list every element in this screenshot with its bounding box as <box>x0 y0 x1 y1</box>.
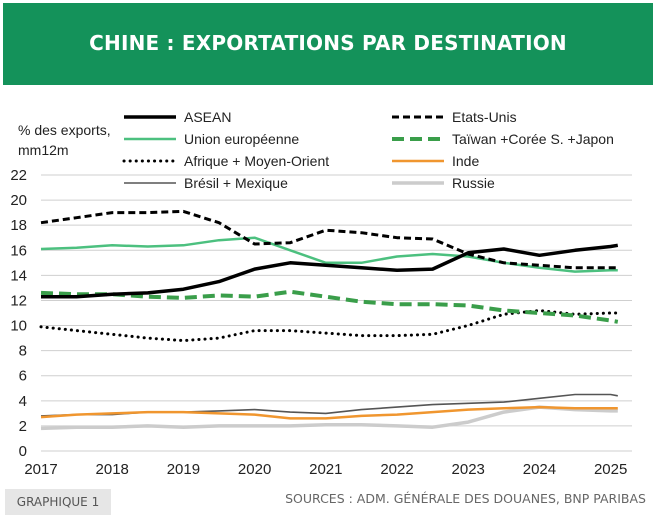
series-line-asean <box>41 243 619 299</box>
y-tick-4: 4 <box>19 393 27 410</box>
series-line-etats-unis <box>40 209 618 270</box>
y-tick-12: 12 <box>10 292 27 309</box>
x-tick-2021: 2021 <box>309 461 342 478</box>
x-tick-2019: 2019 <box>167 461 200 478</box>
y-tick-2: 2 <box>19 418 27 435</box>
legend-label-5: Inde <box>452 153 479 169</box>
y-tick-22: 22 <box>10 167 27 184</box>
legend-label-6: Brésil + Mexique <box>184 175 288 191</box>
x-tick-2023: 2023 <box>452 461 485 478</box>
y-tick-6: 6 <box>19 368 27 385</box>
x-tick-2024: 2024 <box>523 461 556 478</box>
y-axis-label-line-2: mm12m <box>18 142 69 158</box>
y-tick-0: 0 <box>19 443 27 460</box>
legend-label-2: Union européenne <box>184 131 299 147</box>
grid-lines <box>41 174 632 452</box>
y-tick-20: 20 <box>10 192 27 209</box>
chart-title: CHINE : EXPORTATIONS PAR DESTINATION <box>89 31 567 55</box>
y-tick-14: 14 <box>10 267 27 284</box>
legend-label-7: Russie <box>452 175 495 191</box>
y-tick-8: 8 <box>19 343 27 360</box>
series-line-inde <box>40 405 618 420</box>
x-tick-2018: 2018 <box>96 461 129 478</box>
graphic-badge: GRAPHIQUE 1 <box>5 489 111 515</box>
series-line-ta-wan-cor-e-s-japon <box>40 289 619 324</box>
x-tick-2017: 2017 <box>24 461 57 478</box>
y-axis-label-line-1: % des exports, <box>18 122 111 138</box>
y-tick-labels: 0 2 4 6 8 10 12 14 16 18 20 22 <box>10 167 27 460</box>
y-tick-16: 16 <box>10 242 27 259</box>
x-tick-2025: 2025 <box>594 461 627 478</box>
series-lines <box>39 209 620 431</box>
x-tick-labels: 2017 2018 2019 2020 2021 2022 2023 2024 2025 <box>24 461 627 478</box>
header-banner: CHINE : EXPORTATIONS PAR DESTINATION <box>3 3 653 85</box>
legend: ASEAN Etats-Unis Union européenne Taïwan +C… <box>122 109 614 191</box>
series-line-union-europ-enne <box>40 236 618 273</box>
legend-label-3: Taïwan +Corée S. +Japon <box>452 131 614 147</box>
series-line-afrique-moyen-orient <box>39 309 620 343</box>
sources-text: SOURCES : ADM. GÉNÉRALE DES DOUANES, BNP… <box>285 491 646 506</box>
x-tick-2020: 2020 <box>238 461 271 478</box>
y-tick-18: 18 <box>10 217 27 234</box>
y-axis-label: % des exports, mm12m <box>18 120 111 160</box>
legend-label-0: ASEAN <box>184 109 231 125</box>
legend-label-1: Etats-Unis <box>452 109 517 125</box>
legend-label-4: Afrique + Moyen-Orient <box>184 153 329 169</box>
x-tick-2022: 2022 <box>380 461 413 478</box>
y-tick-10: 10 <box>10 318 27 335</box>
